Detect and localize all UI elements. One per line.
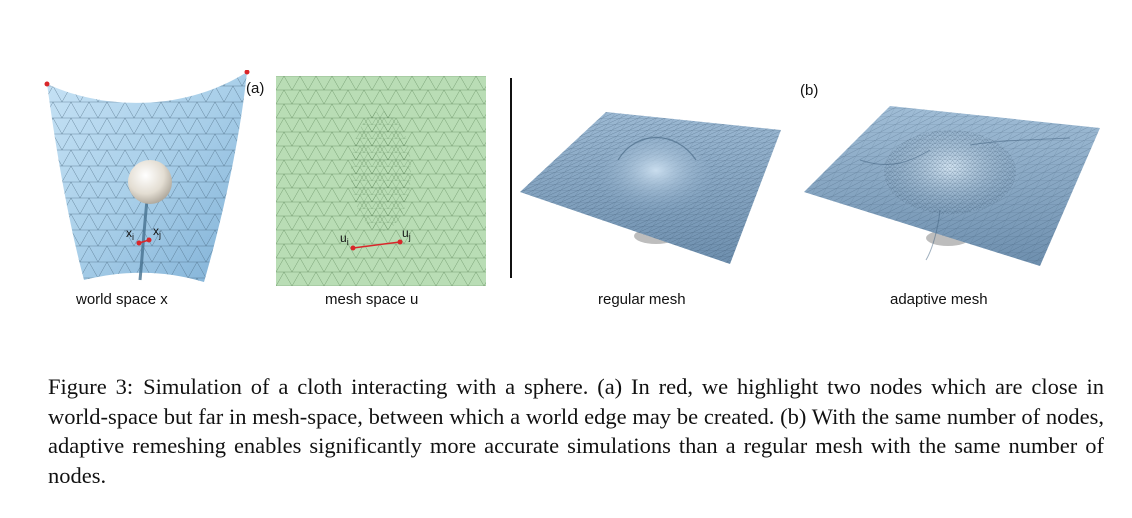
corner-node-right — [244, 69, 250, 75]
mesh-space-image: ui uj — [276, 76, 486, 286]
figure-number: Figure 3: — [48, 374, 134, 399]
panel-a-tag: (a) — [246, 80, 265, 97]
node-xj — [146, 237, 152, 243]
node-label-uj: uj — [402, 226, 411, 242]
sub-caption-mesh-space: mesh space u — [325, 291, 419, 308]
caption-text: Simulation of a cloth interacting with a… — [48, 374, 1104, 488]
sub-caption-adaptive-mesh: adaptive mesh — [890, 291, 988, 308]
node-xi — [136, 240, 142, 246]
regular-mesh-image — [520, 112, 781, 264]
sub-caption-world-space: world space x — [76, 291, 168, 308]
node-uj — [397, 239, 403, 245]
panel-divider — [510, 78, 512, 278]
mesh-space-panel: ui uj — [276, 76, 486, 286]
node-label-ui: ui — [340, 231, 349, 247]
sphere-icon — [128, 160, 172, 204]
node-ui — [350, 245, 356, 251]
panel-b-tag: (b) — [800, 82, 819, 99]
world-space-panel: xi xj — [44, 69, 254, 285]
adaptive-mesh-panel — [800, 100, 1120, 270]
sub-caption-regular-mesh: regular mesh — [598, 291, 686, 308]
node-label-xj: xj — [153, 224, 161, 240]
figure-caption: Figure 3: Simulation of a cloth interacti… — [48, 372, 1104, 490]
mesh-edge-ui-uj — [352, 241, 401, 249]
node-label-xi: xi — [126, 226, 134, 242]
corner-node-left — [44, 81, 50, 87]
world-space-cloth-image: xi xj — [44, 69, 250, 282]
regular-mesh-panel — [516, 100, 796, 270]
adaptive-mesh-image — [804, 106, 1100, 266]
